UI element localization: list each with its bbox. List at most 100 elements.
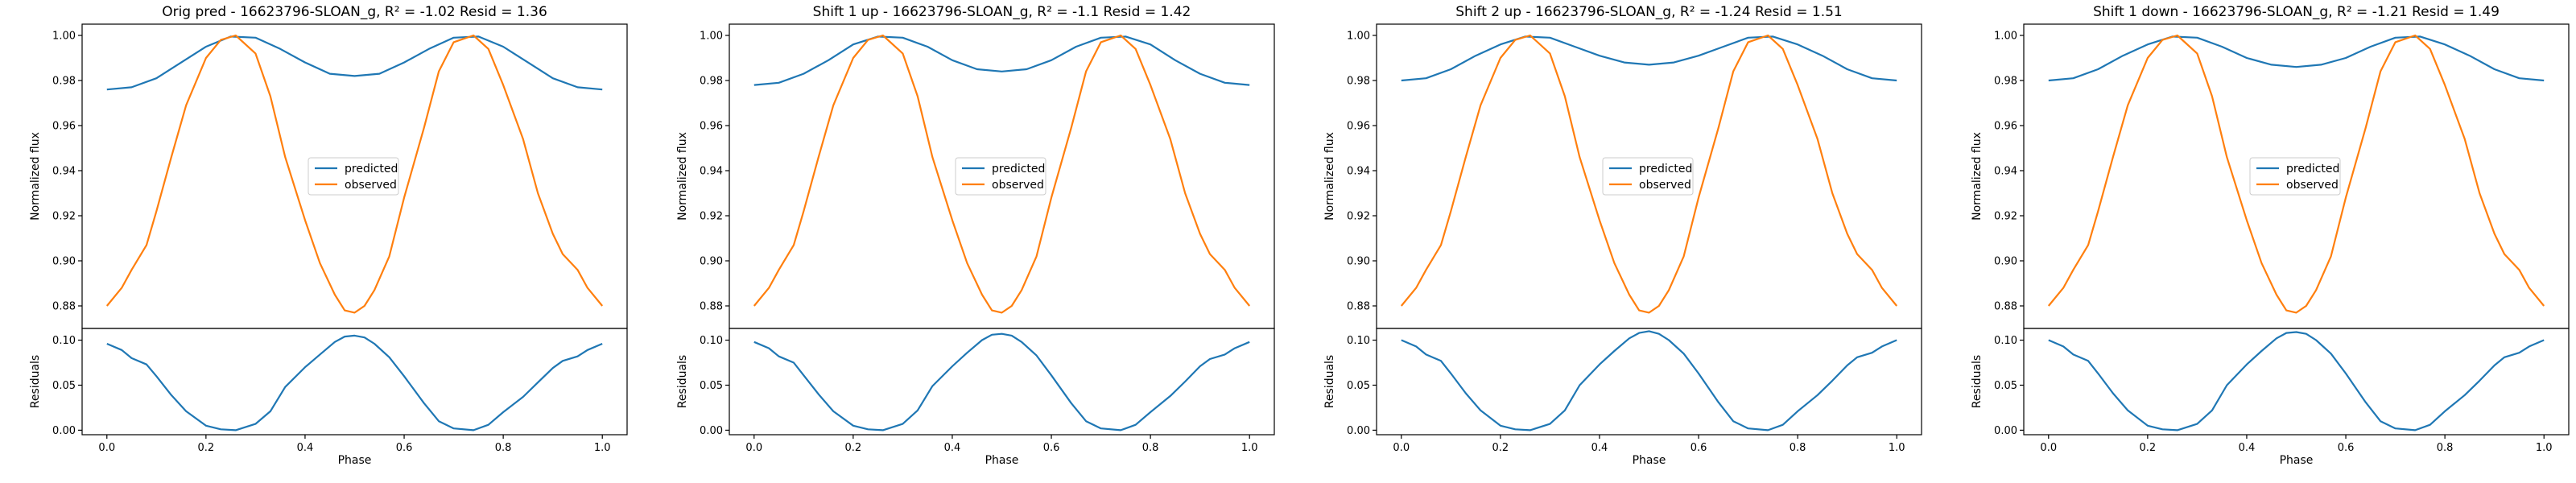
legend: predicted observed: [2249, 157, 2341, 196]
y-tick-label: 0.92: [52, 211, 76, 223]
x-tick-label: 0.8: [1790, 442, 1806, 454]
y-axis-label: Normalized flux: [1971, 132, 1984, 221]
y-tick-label: 0.88: [52, 301, 76, 313]
x-tick-label: 0.2: [845, 442, 862, 454]
legend-label-observed: observed: [2286, 179, 2339, 192]
legend-label-predicted: predicted: [2286, 163, 2339, 175]
x-tick-label: 1.0: [1889, 442, 1905, 454]
y-tick-label: 0.88: [700, 301, 723, 313]
y-tick-label: 0.88: [1347, 301, 1370, 313]
y-tick-label: 0.90: [1994, 256, 2017, 268]
residuals-axes-frame: [729, 328, 1275, 436]
legend: predicted observed: [955, 157, 1046, 196]
y-axis-label: Residuals: [1323, 355, 1336, 408]
legend-label-observed: observed: [345, 179, 397, 192]
x-tick-label: 0.2: [1492, 442, 1509, 454]
residuals-axes: 0.00 0.05 0.10 0.0 0.2 0.4 0.6 0.8 1.0 Residuals P…: [29, 328, 628, 467]
flux-axes: 0.88 0.90 0.92 0.94 0.96 0.98 1.00 Normalized f…: [1971, 23, 2570, 329]
y-axis-label: Normalized flux: [29, 132, 42, 221]
x-tick-label: 0.6: [1043, 442, 1060, 454]
y-tick-label: 1.00: [1347, 31, 1370, 43]
y-tick-label: 0.92: [700, 211, 723, 223]
x-axis-label: Phase: [1633, 454, 1666, 467]
legend-frame: [1602, 157, 1694, 196]
residuals-axes-frame: [2023, 328, 2570, 436]
y-tick-label: 1.00: [1994, 31, 2017, 43]
residuals-axes-frame: [81, 328, 628, 436]
y-tick-label: 0.96: [700, 121, 723, 133]
panel-title: Shift 1 down - 16623796-SLOAN_g, R² = -1…: [2093, 4, 2500, 20]
y-tick-label: 0.90: [1347, 256, 1370, 268]
x-axis-label: Phase: [338, 454, 372, 467]
y-axis-label: Normalized flux: [676, 132, 689, 221]
x-tick-label: 0.8: [2437, 442, 2454, 454]
y-tick-label: 1.00: [52, 31, 76, 43]
legend-label-predicted: predicted: [992, 163, 1045, 175]
y-tick-label: 0.90: [52, 256, 76, 268]
y-tick-label: 0.10: [52, 335, 76, 347]
y-tick-label: 0.00: [52, 425, 76, 437]
panel-1: Orig pred - 16623796-SLOAN_g, R² = -1.02…: [29, 4, 628, 467]
residuals-axes: 0.00 0.05 0.10 0.0 0.2 0.4 0.6 0.8 1.0 Residuals P…: [1323, 328, 1922, 467]
y-tick-label: 0.94: [1994, 166, 2017, 178]
y-axis-label: Residuals: [1971, 355, 1984, 408]
y-tick-label: 0.96: [1994, 121, 2017, 133]
y-tick-label: 0.96: [1347, 121, 1370, 133]
series-residuals-line: [1401, 330, 1897, 431]
series-observed-line: [1400, 34, 1898, 314]
flux-axes: 0.88 0.90 0.92 0.94 0.96 0.98 1.00 Normalized f…: [29, 23, 628, 329]
y-tick-label: 0.10: [1347, 335, 1370, 347]
legend-frame: [955, 157, 1046, 196]
y-tick-label: 0.00: [1347, 425, 1370, 437]
series-observed-line: [105, 34, 604, 314]
panel-4: Shift 1 down - 16623796-SLOAN_g, R² = -1…: [1971, 4, 2570, 467]
y-tick-label: 0.00: [700, 425, 723, 437]
x-tick-label: 0.6: [396, 442, 413, 454]
x-axis-label: Phase: [2280, 454, 2314, 467]
x-tick-label: 0.0: [1393, 442, 1410, 454]
legend-label-predicted: predicted: [1639, 163, 1692, 175]
x-tick-label: 1.0: [594, 442, 611, 454]
x-tick-label: 1.0: [1241, 442, 1258, 454]
y-tick-label: 0.90: [700, 256, 723, 268]
y-tick-label: 0.98: [1347, 76, 1370, 88]
y-tick-label: 0.92: [1994, 211, 2017, 223]
x-tick-label: 0.4: [1591, 442, 1608, 454]
y-tick-label: 0.05: [52, 380, 76, 392]
series-observed-line: [2047, 34, 2545, 314]
x-tick-label: 1.0: [2536, 442, 2553, 454]
y-tick-label: 0.94: [1347, 166, 1370, 178]
residuals-axes: 0.00 0.05 0.10 0.0 0.2 0.4 0.6 0.8 1.0 Residuals P…: [676, 328, 1275, 467]
y-tick-label: 0.96: [52, 121, 76, 133]
series-predicted-line: [1401, 35, 1897, 82]
y-tick-label: 0.05: [700, 380, 723, 392]
x-tick-label: 0.8: [495, 442, 512, 454]
x-tick-label: 0.8: [1142, 442, 1159, 454]
flux-axes: 0.88 0.90 0.92 0.94 0.96 0.98 1.00 Normalized f…: [676, 23, 1275, 329]
x-tick-label: 0.4: [297, 442, 314, 454]
series-residuals-line: [2048, 331, 2545, 431]
series-predicted-line: [2048, 35, 2545, 82]
y-tick-label: 0.05: [1994, 380, 2017, 392]
legend-label-predicted: predicted: [345, 163, 398, 175]
series-observed-line: [753, 34, 1251, 314]
x-tick-label: 0.6: [1690, 442, 1707, 454]
y-tick-label: 0.98: [700, 76, 723, 88]
y-tick-label: 0.98: [1994, 76, 2017, 88]
residuals-axes-frame: [1376, 328, 1922, 436]
y-tick-label: 0.98: [52, 76, 76, 88]
y-tick-label: 0.92: [1347, 211, 1370, 223]
panel-title: Shift 2 up - 16623796-SLOAN_g, R² = -1.2…: [1455, 4, 1842, 20]
y-tick-label: 0.94: [700, 166, 723, 178]
legend-frame: [308, 157, 399, 196]
legend: predicted observed: [1602, 157, 1694, 196]
flux-axes: 0.88 0.90 0.92 0.94 0.96 0.98 1.00 Normalized f…: [1323, 23, 1922, 329]
residuals-axes: 0.00 0.05 0.10 0.0 0.2 0.4 0.6 0.8 1.0 Residuals P…: [1971, 328, 2570, 467]
x-tick-label: 0.6: [2338, 442, 2355, 454]
series-predicted-line: [106, 35, 603, 91]
x-tick-label: 0.4: [944, 442, 961, 454]
x-axis-label: Phase: [985, 454, 1019, 467]
panel-2: Shift 1 up - 16623796-SLOAN_g, R² = -1.1…: [676, 4, 1275, 467]
legend: predicted observed: [308, 157, 399, 196]
